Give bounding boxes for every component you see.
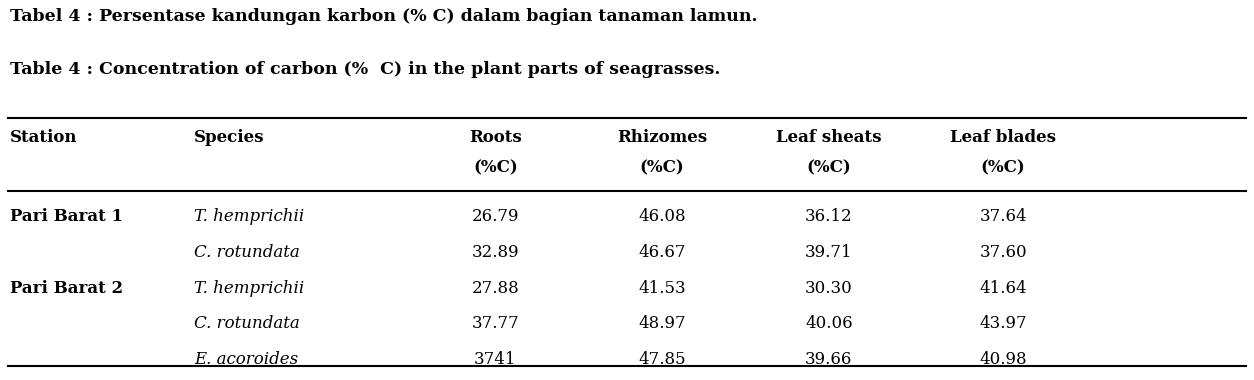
Text: (%C): (%C) xyxy=(473,160,518,176)
Text: 30.30: 30.30 xyxy=(805,280,853,296)
Text: 43.97: 43.97 xyxy=(979,315,1027,332)
Text: Station: Station xyxy=(10,129,78,146)
Text: 39.66: 39.66 xyxy=(805,351,853,368)
Text: 37.64: 37.64 xyxy=(979,208,1027,225)
Text: C. rotundata: C. rotundata xyxy=(194,315,300,332)
Text: (%C): (%C) xyxy=(640,160,685,176)
Text: T. hemprichii: T. hemprichii xyxy=(194,280,305,296)
Text: Roots: Roots xyxy=(469,129,522,146)
Text: Pari Barat 1: Pari Barat 1 xyxy=(10,208,123,225)
Text: 39.71: 39.71 xyxy=(805,244,853,261)
Text: 47.85: 47.85 xyxy=(638,351,686,368)
Text: Table 4 : Concentration of carbon (%  C) in the plant parts of seagrasses.: Table 4 : Concentration of carbon (% C) … xyxy=(10,61,720,78)
Text: C. rotundata: C. rotundata xyxy=(194,244,300,261)
Text: T. hemprichii: T. hemprichii xyxy=(194,208,305,225)
Text: 41.53: 41.53 xyxy=(638,280,686,296)
Text: Leaf sheats: Leaf sheats xyxy=(776,129,882,146)
Text: E. acoroides: E. acoroides xyxy=(194,351,298,368)
Text: Pari Barat 2: Pari Barat 2 xyxy=(10,280,123,296)
Text: 27.88: 27.88 xyxy=(472,280,519,296)
Text: (%C): (%C) xyxy=(981,160,1026,176)
Text: 41.64: 41.64 xyxy=(979,280,1027,296)
Text: 40.98: 40.98 xyxy=(979,351,1027,368)
Text: 36.12: 36.12 xyxy=(805,208,853,225)
Text: 37.60: 37.60 xyxy=(979,244,1027,261)
Text: 40.06: 40.06 xyxy=(805,315,853,332)
Text: 46.67: 46.67 xyxy=(638,244,686,261)
Text: (%C): (%C) xyxy=(806,160,851,176)
Text: 37.77: 37.77 xyxy=(472,315,519,332)
Text: Tabel 4 : Persentase kandungan karbon (% C) dalam bagian tanaman lamun.: Tabel 4 : Persentase kandungan karbon (%… xyxy=(10,8,757,25)
Text: Rhizomes: Rhizomes xyxy=(617,129,707,146)
Text: 46.08: 46.08 xyxy=(638,208,686,225)
Text: 26.79: 26.79 xyxy=(472,208,519,225)
Text: Species: Species xyxy=(194,129,265,146)
Text: 3741: 3741 xyxy=(474,351,517,368)
Text: Leaf blades: Leaf blades xyxy=(951,129,1056,146)
Text: 48.97: 48.97 xyxy=(638,315,686,332)
Text: 32.89: 32.89 xyxy=(472,244,519,261)
